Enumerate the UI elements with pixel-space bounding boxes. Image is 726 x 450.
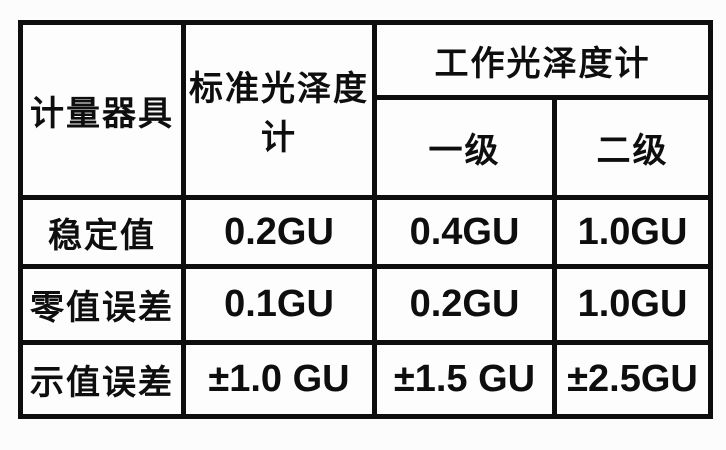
value-cell-indication-standard: ±1.0 GU xyxy=(181,340,377,419)
row-label-stable-value: 稳定值 xyxy=(18,195,186,269)
row-label-indication-error: 示值误差 xyxy=(18,340,186,419)
value-cell-stable-grade2: 1.0GU xyxy=(552,195,713,269)
value-cell-stable-standard: 0.2GU xyxy=(181,195,377,269)
table-row-indication-error: 示值误差 ±1.0 GU ±1.5 GU ±2.5GU xyxy=(18,340,713,419)
row-label-zero-error: 零值误差 xyxy=(18,264,186,345)
header-cell-grade-1: 一级 xyxy=(372,95,557,200)
table-row-zero-error: 零值误差 0.1GU 0.2GU 1.0GU xyxy=(18,264,713,345)
header-cell-standard-glossmeter: 标准光泽度计 xyxy=(181,20,377,200)
header-row-grades: 一级 二级 xyxy=(21,95,713,200)
value-cell-zero-grade2: 1.0GU xyxy=(552,264,713,345)
table-row-stable-value: 稳定值 0.2GU 0.4GU 1.0GU xyxy=(18,195,713,269)
value-cell-zero-grade1: 0.2GU xyxy=(372,264,557,345)
value-cell-stable-grade1: 0.4GU xyxy=(372,195,557,269)
header-cell-working-glossmeter: 工作光泽度计 xyxy=(372,20,713,100)
header-row-group: 计量器具 标准光泽度计 工作光泽度计 xyxy=(18,20,713,200)
glossmeter-spec-table: 计量器具 标准光泽度计 工作光泽度计 一级 二级 稳定值 0.2GU 0.4GU… xyxy=(18,20,713,419)
value-cell-zero-standard: 0.1GU xyxy=(181,264,377,345)
header-cell-instrument: 计量器具 xyxy=(18,20,186,200)
value-cell-indication-grade2: ±2.5GU xyxy=(552,340,713,419)
header-cell-grade-2: 二级 xyxy=(552,95,713,200)
table-container: 计量器具 标准光泽度计 工作光泽度计 一级 二级 稳定值 0.2GU 0.4GU… xyxy=(18,20,713,419)
value-cell-indication-grade1: ±1.5 GU xyxy=(372,340,557,419)
